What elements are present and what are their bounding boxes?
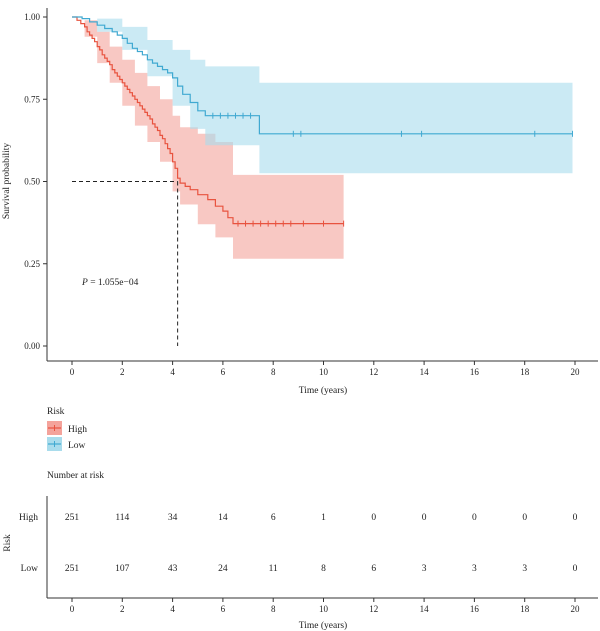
x-tick-label: 4 — [170, 367, 175, 377]
risk-count-low: 3 — [522, 564, 527, 574]
p-value-text: = 1.055e−04 — [88, 278, 139, 288]
y-tick-label: 0.00 — [24, 341, 40, 351]
risk-table-ylabel: Risk — [3, 534, 13, 552]
risk-count-low: 24 — [218, 564, 228, 574]
risk-row-label-high: High — [19, 513, 38, 523]
risk-table-x-axis-label: Time (years) — [299, 620, 347, 631]
risk-count-high: 114 — [115, 513, 129, 523]
survival-curve-low — [72, 16, 573, 135]
confidence-bands — [72, 17, 573, 259]
risk-count-high: 0 — [422, 513, 427, 523]
risk-table-x-tick-label: 16 — [470, 604, 480, 614]
risk-count-low: 11 — [269, 564, 278, 574]
risk-count-low: 8 — [321, 564, 326, 574]
risk-table-x-tick-label: 10 — [319, 604, 329, 614]
survival-curve-high — [72, 16, 344, 225]
x-tick-label: 10 — [319, 367, 329, 377]
legend-label-low: Low — [68, 441, 86, 451]
x-tick-label: 18 — [520, 367, 530, 377]
y-ticks: 0.00 0.25 0.50 0.75 1.00 — [24, 12, 47, 351]
risk-count-high: 0 — [371, 513, 376, 523]
p-value-symbol: P — [81, 278, 88, 288]
risk-table-x-tick-label: 6 — [221, 604, 226, 614]
x-ticks: 0 2 4 6 8 10 12 14 16 18 20 — [70, 361, 580, 377]
risk-count-low: 3 — [422, 564, 427, 574]
risk-table-x-tick-label: 14 — [420, 604, 430, 614]
risk-count-low: 6 — [371, 564, 376, 574]
risk-count-high: 251 — [65, 513, 80, 523]
p-value-annotation: P = 1.055e−04 — [81, 278, 139, 288]
x-tick-label: 0 — [70, 367, 75, 377]
legend-label-high: High — [68, 425, 87, 435]
x-tick-label: 16 — [470, 367, 480, 377]
risk-table-x-ticks: 0 2 4 6 8 10 12 14 16 18 20 — [70, 598, 580, 614]
risk-table-x-tick-label: 8 — [271, 604, 276, 614]
risk-count-low: 107 — [115, 564, 130, 574]
risk-count-high: 6 — [271, 513, 276, 523]
x-tick-label: 2 — [120, 367, 125, 377]
risk-table-x-tick-label: 4 — [170, 604, 175, 614]
risk-row-label-low: Low — [21, 564, 39, 574]
risk-count-low: 3 — [472, 564, 477, 574]
risk-count-low: 0 — [573, 564, 578, 574]
y-tick-label: 1.00 — [24, 12, 40, 22]
x-tick-label: 20 — [571, 367, 581, 377]
legend-item-low: Low — [47, 437, 86, 451]
legend-item-high: High — [47, 421, 87, 435]
legend-title: Risk — [47, 407, 65, 417]
risk-table-x-tick-label: 0 — [70, 604, 75, 614]
risk-table-cells: 251 114 34 14 6 1 0 0 0 0 0 251 107 43 24 11 8 6 3 3 3 0 — [65, 513, 578, 574]
censor-marks — [212, 112, 573, 227]
risk-count-low: 43 — [168, 564, 178, 574]
risk-table: Number at risk Risk High Low 251 114 34 14 6… — [3, 471, 598, 631]
y-axis-label: Survival probability — [2, 143, 12, 220]
x-tick-label: 6 — [221, 367, 226, 377]
y-tick-label: 0.50 — [24, 177, 40, 187]
y-tick-label: 0.25 — [24, 259, 40, 269]
risk-count-low: 251 — [65, 564, 80, 574]
y-tick-label: 0.75 — [24, 94, 40, 104]
median-line — [72, 181, 179, 346]
risk-count-high: 0 — [472, 513, 477, 523]
risk-table-x-tick-label: 12 — [369, 604, 378, 614]
risk-count-high: 34 — [168, 513, 178, 523]
survival-curves — [72, 16, 573, 225]
risk-table-x-tick-label: 20 — [571, 604, 581, 614]
risk-table-x-tick-label: 18 — [520, 604, 530, 614]
risk-count-high: 1 — [321, 513, 326, 523]
x-axis-label: Time (years) — [299, 385, 347, 396]
risk-count-high: 14 — [218, 513, 228, 523]
risk-table-x-tick-label: 2 — [120, 604, 125, 614]
risk-count-high: 0 — [573, 513, 578, 523]
x-tick-label: 14 — [420, 367, 430, 377]
km-plot: 0 2 4 6 8 10 12 14 16 18 20 0.00 0.25 0.50 0.75 1.00 T… — [2, 8, 598, 396]
x-tick-label: 8 — [271, 367, 276, 377]
x-tick-label: 12 — [369, 367, 378, 377]
legend: Risk High Low — [47, 407, 87, 451]
risk-table-title: Number at risk — [47, 471, 104, 481]
risk-count-high: 0 — [522, 513, 527, 523]
